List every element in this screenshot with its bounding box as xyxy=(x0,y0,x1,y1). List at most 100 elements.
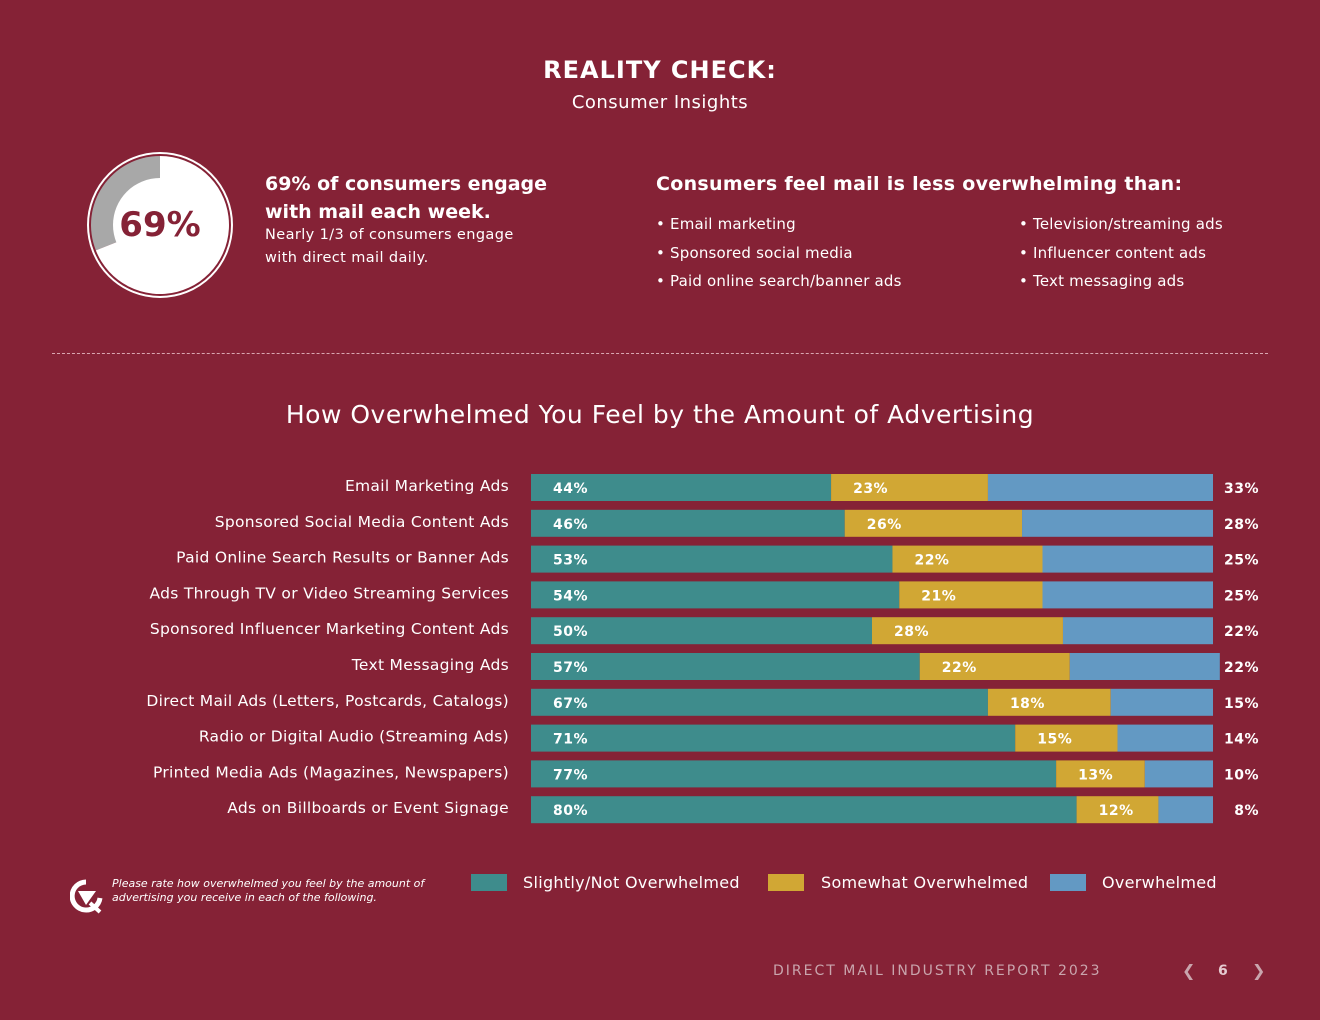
data-label: 12% xyxy=(1099,803,1134,819)
bar-segment xyxy=(1022,509,1213,537)
category-label: Radio or Digital Audio (Streaming Ads) xyxy=(199,728,509,746)
category-label: Ads Through TV or Video Streaming Servic… xyxy=(150,584,509,602)
data-label: 22% xyxy=(1224,660,1259,676)
page-title: REALITY CHECK: xyxy=(543,56,777,84)
bar-segment xyxy=(1015,724,1118,752)
bar-segment xyxy=(844,509,1023,537)
data-label: 22% xyxy=(942,660,977,676)
donut-percentage: 69% xyxy=(119,205,201,245)
bar-segment xyxy=(1076,796,1159,824)
data-label: 28% xyxy=(894,624,929,640)
data-label: 14% xyxy=(1224,732,1259,748)
data-label: 67% xyxy=(553,696,588,712)
data-label: 8% xyxy=(1234,803,1259,819)
data-label: 71% xyxy=(553,732,588,748)
bar-segment xyxy=(831,474,988,501)
data-label: 13% xyxy=(1078,767,1113,783)
category-label: Direct Mail Ads (Letters, Postcards, Cat… xyxy=(146,692,509,710)
data-label: 44% xyxy=(553,481,588,497)
engagement-donut xyxy=(87,152,233,298)
bar-segment xyxy=(1069,653,1220,680)
section-divider xyxy=(52,353,1268,354)
data-label: 25% xyxy=(1224,553,1259,569)
bar-segment xyxy=(1144,760,1213,788)
bar-segment xyxy=(987,474,1213,501)
data-label: 23% xyxy=(853,481,888,497)
data-label: 10% xyxy=(1224,767,1259,783)
data-label: 80% xyxy=(553,803,588,819)
data-label: 21% xyxy=(921,588,956,604)
data-label: 57% xyxy=(553,660,588,676)
bar-segment xyxy=(1042,581,1213,609)
stacked-bar-chart: Email Marketing Ads 44% 23% 33% Sponsored So… xyxy=(146,474,1259,824)
legend-label: Somewhat Overwhelmed xyxy=(821,873,1029,892)
category-label: Sponsored Social Media Content Ads xyxy=(215,513,509,531)
prev-page-icon[interactable]: ❮ xyxy=(1182,961,1196,980)
data-label: 15% xyxy=(1037,732,1072,748)
stat-headline: 69% of consumers engage with mail each w… xyxy=(265,173,548,223)
category-label: Printed Media Ads (Magazines, Newspapers… xyxy=(153,763,509,781)
bar-segment xyxy=(1117,724,1213,752)
bar-segment xyxy=(531,617,872,645)
data-label: 33% xyxy=(1224,481,1259,497)
bar-segment xyxy=(1062,617,1213,645)
category-label: Text Messaging Ads xyxy=(351,656,509,674)
bullet-item: • Influencer content ads xyxy=(1019,243,1207,262)
category-label: Email Marketing Ads xyxy=(345,477,509,495)
bullet-item: • Paid online search/banner ads xyxy=(656,272,902,290)
bar-segment xyxy=(531,581,900,609)
bullet-list-left: • Email marketing • Sponsored social med… xyxy=(656,210,902,296)
bar-segment xyxy=(1110,688,1213,716)
category-label: Ads on Billboards or Event Signage xyxy=(227,799,509,817)
bar-segment xyxy=(531,796,1077,824)
data-label: 77% xyxy=(553,767,588,783)
bullet-item: • Text messaging ads xyxy=(1019,272,1185,290)
bullet-list-right: • Television/streaming ads • Influencer … xyxy=(1019,210,1223,296)
bar-segment xyxy=(919,653,1070,680)
logo-icon xyxy=(70,879,103,914)
category-label: Sponsored Influencer Marketing Content A… xyxy=(150,620,509,638)
data-label: 22% xyxy=(914,553,949,569)
page-subtitle: Consumer Insights xyxy=(571,92,749,113)
data-label: 28% xyxy=(1224,517,1259,533)
next-page-icon[interactable]: ❯ xyxy=(1252,961,1266,980)
data-label: 26% xyxy=(867,517,902,533)
bar-segment xyxy=(531,474,832,501)
bar-segment xyxy=(899,581,1043,609)
bullet-item: • Television/streaming ads xyxy=(1019,215,1223,233)
chart-title: How Overwhelmed You Feel by the Amount o… xyxy=(285,400,1035,429)
survey-footnote: Please rate how overwhelmed you feel by … xyxy=(112,877,425,904)
data-label: 18% xyxy=(1010,696,1045,712)
page-number: 6 xyxy=(1218,963,1228,979)
data-label: 46% xyxy=(553,517,588,533)
legend-label: Overwhelmed xyxy=(1102,873,1217,892)
legend-swatch xyxy=(768,874,804,891)
bar-segment xyxy=(531,653,920,680)
report-name: DIRECT MAIL INDUSTRY REPORT 2023 xyxy=(773,963,1102,979)
bar-segment xyxy=(1158,796,1213,824)
bar-segment xyxy=(1056,760,1145,788)
less-overwhelming-title: Consumers feel mail is less overwhelming… xyxy=(656,173,1183,195)
category-label: Paid Online Search Results or Banner Ads xyxy=(176,549,509,567)
data-label: 53% xyxy=(553,553,588,569)
bar-segment xyxy=(531,509,845,537)
legend-swatch xyxy=(471,874,507,891)
data-label: 25% xyxy=(1224,588,1259,604)
data-label: 54% xyxy=(553,588,588,604)
bar-segment xyxy=(531,688,988,716)
bar-segment xyxy=(892,545,1043,573)
data-label: 15% xyxy=(1224,696,1259,712)
stat-detail: Nearly 1/3 of consumers engage with dire… xyxy=(265,227,514,266)
bar-segment xyxy=(872,617,1063,645)
bullet-item: • Sponsored social media xyxy=(656,243,853,262)
legend-label: Slightly/Not Overwhelmed xyxy=(523,873,740,892)
data-label: 50% xyxy=(553,624,588,640)
bar-segment xyxy=(987,688,1111,716)
bar-segment xyxy=(1042,545,1213,573)
data-label: 22% xyxy=(1224,624,1259,640)
legend-swatch xyxy=(1050,874,1086,891)
bar-segment xyxy=(531,724,1016,752)
bar-segment xyxy=(531,760,1057,788)
bullet-item: • Email marketing xyxy=(656,215,796,233)
bar-segment xyxy=(531,545,893,573)
